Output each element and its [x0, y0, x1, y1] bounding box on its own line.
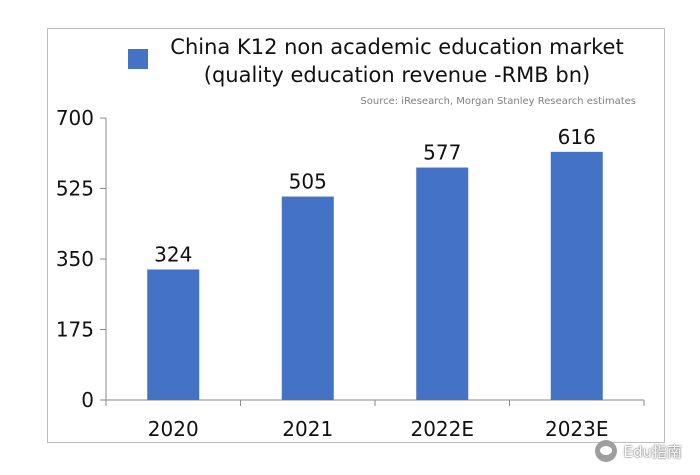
source-note: Source: iResearch, Morgan Stanley Resear…: [360, 96, 636, 107]
y-tick-label: 700: [56, 106, 94, 130]
bar: [147, 269, 200, 400]
y-tick-label: 350: [56, 247, 94, 271]
data-label: 324: [154, 242, 192, 266]
legend-swatch: [128, 49, 148, 69]
data-label: 577: [423, 141, 461, 165]
chart-frame: [47, 28, 665, 443]
legend-label: China K12 non academic education market …: [162, 33, 632, 89]
x-tick-label: 2022E: [410, 417, 474, 441]
legend-label-line1: China K12 non academic education market: [170, 35, 624, 59]
legend-label-line2: (quality education revenue -RMB bn): [203, 63, 591, 87]
y-tick-label: 175: [56, 318, 94, 342]
bar: [281, 196, 334, 400]
wechat-icon: [595, 440, 618, 462]
x-tick-label: 2021: [282, 417, 333, 441]
data-label: 616: [558, 125, 596, 149]
data-label: 505: [289, 170, 327, 194]
y-tick-label: 0: [81, 388, 94, 412]
y-tick-label: 525: [56, 177, 94, 201]
x-tick-label: 2020: [148, 417, 199, 441]
bar: [416, 167, 469, 400]
x-tick-label: 2023E: [545, 417, 609, 441]
bar: [550, 151, 603, 400]
chart-legend: China K12 non academic education market …: [128, 33, 648, 89]
watermark-text: Edu指南: [623, 442, 682, 461]
watermark: Edu指南: [595, 439, 682, 463]
